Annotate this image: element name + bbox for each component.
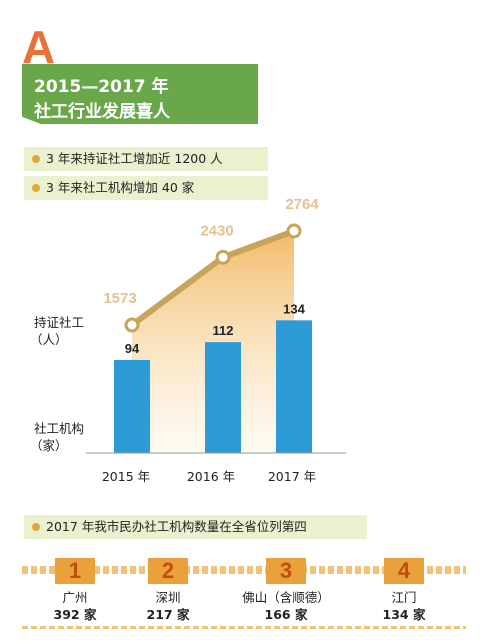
rank-city: 深圳 [155,590,181,605]
x-tick-label: 2017 年 [268,469,316,484]
title-banner: 2015—2017 年 社工行业发展喜人 [22,64,258,124]
bullet-dot-icon [32,155,40,163]
rank-badge: 1 [55,558,95,584]
title-line-1: 2015—2017 年 [34,77,169,97]
rank-city: 佛山（含顺德） [242,590,330,605]
bar-series-label-line: 社工机构 [34,421,85,436]
highlight-text: 3 年来持证社工增加近 1200 人 [46,151,223,166]
line-series-label: 持证社工 （人） [30,314,85,348]
line-point [215,249,231,265]
rank-city: 广州 [62,590,88,605]
title-line-2: 社工行业发展喜人 [34,102,170,122]
rank-badge: 4 [384,558,424,584]
line-point [124,317,140,333]
highlight-item: 3 年来社工机构增加 40 家 [24,176,268,200]
rank-count: 217 家 [146,607,190,622]
rank-city: 江门 [391,590,417,605]
line-value-label: 2764 [285,196,319,213]
section-letter: A [22,21,56,73]
bullet-dot-icon [32,184,40,192]
bottom-rule [22,626,466,629]
x-tick-label: 2015 年 [102,469,150,484]
x-tick-label: 2016 年 [187,469,235,484]
rank-badge: 2 [148,558,188,584]
bar [276,320,312,453]
line-point [286,223,302,239]
bar-value-label: 94 [125,341,140,356]
bar [205,342,241,453]
line-series-label-line: 持证社工 [34,315,85,330]
rank-badge: 3 [266,558,306,584]
bullet-dot-icon [32,523,40,531]
highlight-item: 3 年来持证社工增加近 1200 人 [24,147,268,171]
ranking-caption: 2017 年我市民办社工机构数量在全省位列第四 [24,515,367,539]
rank-count: 392 家 [53,607,97,622]
ranking-strip [22,566,466,574]
line-value-label: 1573 [103,290,136,307]
bar-value-label: 134 [283,301,305,316]
bar-series-label: 社工机构 （家） [30,420,85,454]
chart: 94 112 134 1573 2430 2764 2015 年 2016 年 2017 年 [86,196,346,484]
ranking-caption-text: 2017 年我市民办社工机构数量在全省位列第四 [46,519,307,534]
line-area-fill [132,231,294,453]
bar [114,359,150,453]
highlight-text: 3 年来社工机构增加 40 家 [46,180,195,195]
line-series-label-line: （人） [30,332,68,347]
bar-series-label-line: （家） [30,438,68,453]
line-value-label: 2430 [200,222,233,239]
rank-count: 134 家 [382,607,426,622]
bar-value-label: 112 [213,323,234,338]
rank-count: 166 家 [264,607,308,622]
